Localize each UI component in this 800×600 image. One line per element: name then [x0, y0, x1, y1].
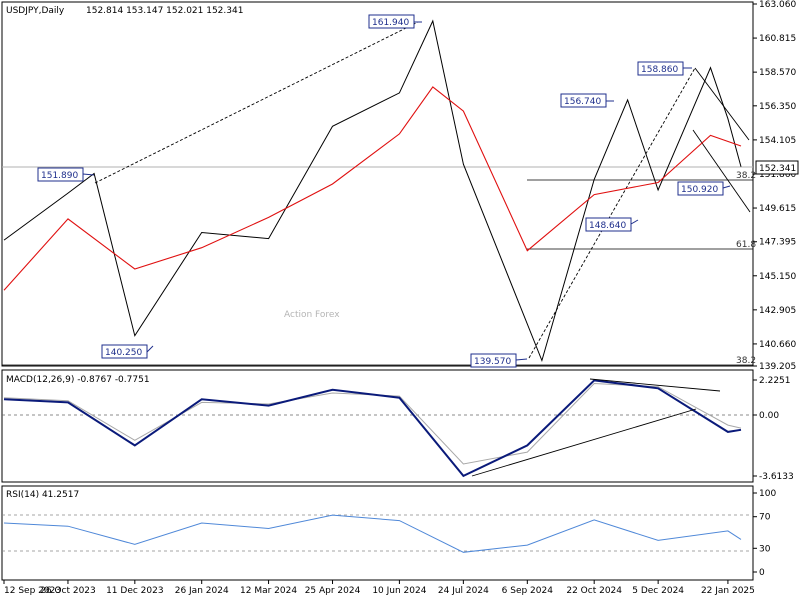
time-axis-label: 5 Dec 2024 [632, 586, 684, 596]
price-panel-title: USDJPY,Daily [6, 6, 65, 16]
annotation-150-920: 150.920 [681, 185, 718, 195]
macd-panel-title: MACD(12,26,9) -0.8767 -0.7751 [6, 375, 150, 385]
annotation-leader-140-250 [146, 345, 154, 353]
trendline-rise-dashed [528, 67, 696, 359]
annotation-151-890: 151.890 [41, 171, 78, 181]
price-axis-label: 163.060 [759, 0, 796, 10]
price-annotations: 161.940 151.890 140.250 139.570 156.740 … [37, 14, 731, 368]
trendline-long-dashed [94, 21, 419, 184]
rsi-panel-title: RSI(14) 41.2517 [6, 490, 79, 500]
channel-lower-line [692, 129, 751, 213]
rsi-axis-label: 100 [759, 489, 776, 499]
macd-axis-label: 2.2251 [759, 376, 791, 386]
watermark: Action Forex [284, 310, 340, 320]
price-panel-ohlc: 152.814 153.147 152.021 152.341 [86, 6, 243, 16]
annotation-leader-148-640 [630, 219, 639, 225]
annotation-156-740: 156.740 [564, 97, 601, 107]
annotation-139-570: 139.570 [474, 357, 511, 367]
macd-signal-line [3, 382, 742, 465]
time-axis-label: 26 Jan 2024 [175, 586, 229, 596]
time-axis-label: 11 Dec 2023 [106, 586, 164, 596]
time-axis-label: 12 Sep 2023 [4, 586, 61, 596]
fibonacci-levels: 38.2 61.8 38.2 [2, 171, 756, 366]
annotation-box-139-570 [470, 353, 517, 368]
rsi-axis: 100 70 30 0 [753, 489, 776, 578]
rsi-axis-label: 70 [759, 513, 771, 523]
macd-axis-label: -3.6133 [759, 472, 794, 482]
moving-average-line [3, 86, 742, 291]
annotation-box-148-640 [585, 217, 632, 232]
macd-resistance-trendline [589, 378, 721, 392]
macd-support-trendline [471, 408, 697, 477]
price-panel-frame [1, 1, 754, 367]
price-axis-label: 140.660 [759, 340, 796, 350]
time-axis-label: 26 Oct 2023 [40, 586, 96, 596]
current-price-box [755, 160, 799, 175]
current-price-marker: 152.341 [2, 160, 799, 175]
macd-axis: 2.2251 0.00 -3.6133 [753, 376, 794, 482]
time-axis-label: 22 Jan 2025 [701, 586, 755, 596]
time-axis-label: 10 Jun 2024 [372, 586, 426, 596]
annotation-leader-150-920 [722, 185, 731, 189]
annotation-leader-139-570 [515, 358, 528, 361]
price-axis-label: 151.860 [759, 170, 796, 180]
annotation-148-640: 148.640 [589, 221, 626, 231]
fib-label-38-2-lower: 38.2 [736, 356, 756, 366]
channel-upper-line [694, 67, 750, 141]
price-axis-label: 145.150 [759, 272, 796, 282]
price-axis-label: 147.395 [759, 238, 796, 248]
fib-label-61-8: 61.8 [736, 240, 756, 250]
price-series-line [3, 19, 742, 363]
macd-line [3, 379, 742, 478]
fib-label-38-2-upper: 38.2 [736, 171, 756, 181]
current-price-label: 152.341 [759, 164, 796, 174]
price-axis-label: 139.205 [759, 362, 796, 372]
annotation-leader-151-890 [82, 173, 95, 176]
annotation-140-250: 140.250 [105, 348, 142, 358]
macd-panel-frame [1, 369, 754, 483]
time-axis-label: 12 Mar 2024 [240, 586, 297, 596]
rsi-axis-label: 30 [759, 544, 771, 554]
macd-axis-label: 0.00 [759, 411, 779, 421]
price-axis-label: 158.570 [759, 68, 796, 78]
time-axis-label: 6 Sep 2024 [502, 586, 554, 596]
price-axis-label: 142.905 [759, 306, 796, 316]
rsi-axis-label: 0 [759, 568, 765, 578]
time-axis-label: 24 Jul 2024 [438, 586, 489, 596]
price-axis-label: 160.815 [759, 34, 796, 44]
time-axis-label: 25 Apr 2024 [305, 586, 361, 596]
annotation-box-150-920 [677, 181, 724, 196]
price-axis-label: 156.350 [759, 102, 796, 112]
annotation-158-860: 158.860 [641, 65, 678, 75]
price-axis-label: 149.615 [759, 204, 796, 214]
rsi-panel-frame [1, 485, 754, 581]
price-axis: 163.060 160.815 158.570 156.350 154.105 151.8… [753, 0, 796, 372]
time-axis-label: 22 Oct 2024 [566, 586, 622, 596]
price-axis-label: 154.105 [759, 136, 796, 146]
rsi-line [3, 514, 742, 553]
annotation-161-940: 161.940 [372, 18, 409, 28]
